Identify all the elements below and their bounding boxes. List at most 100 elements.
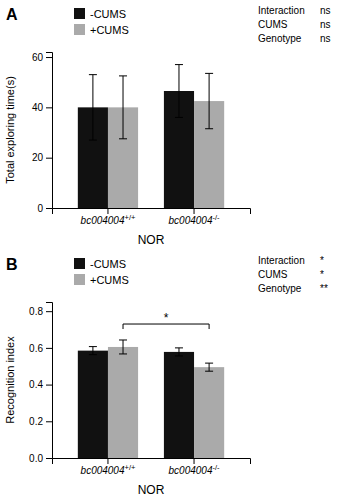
error-bar (205, 73, 213, 128)
x-axis: bc004004+/+bc004004-/- (53, 458, 251, 476)
tick: bc004004-/- (169, 458, 221, 476)
tick-mark (46, 158, 52, 159)
stat-label: CUMS (258, 19, 288, 30)
legend-label: -CUMS (90, 258, 126, 270)
y-axis: 0.0 0.2 0.4 0.6 0.8 (29, 303, 52, 464)
title: A (6, 6, 18, 23)
tick: 0.8 (29, 306, 52, 317)
legend-item: -CUMS (74, 8, 126, 20)
tick-label: 20 (32, 152, 44, 163)
tick-label: bc004004-/- (169, 463, 221, 477)
tick-label: 0.4 (29, 379, 43, 390)
tick-mark (107, 208, 108, 214)
tick-mark (194, 208, 195, 214)
tick-label: 0.8 (29, 306, 43, 317)
axis-line (53, 209, 251, 215)
stat-value: * (320, 255, 324, 266)
tick: 0.6 (29, 343, 52, 354)
tick-label: bc004004-/- (169, 213, 221, 227)
stat-label: CUMS (258, 269, 288, 280)
label-part: bc004004 (81, 465, 125, 476)
label-part: +/+ (125, 463, 136, 472)
stat-value: ** (320, 283, 328, 294)
tick: 40 (32, 102, 52, 113)
bar (164, 352, 194, 458)
tick-mark (107, 458, 108, 464)
stat-label: Genotype (258, 33, 302, 44)
label-part: bc004004 (81, 215, 125, 226)
error-bar (119, 340, 127, 354)
tick-mark (46, 208, 52, 209)
legend-swatch (74, 24, 85, 35)
label-part: +/+ (125, 213, 136, 222)
y-axis: 0204060 (32, 52, 53, 214)
marks (78, 65, 224, 208)
plot-area: 0204060bc004004+/+bc004004-/-Total explo… (4, 52, 251, 247)
tick-label: bc004004+/+ (81, 463, 136, 477)
error-bar (175, 65, 183, 118)
marks (78, 340, 224, 458)
tick-mark (46, 458, 52, 459)
tick-mark (194, 458, 195, 464)
bar (108, 347, 138, 458)
stat-value: ns (320, 33, 331, 44)
x-axis-title: NOR (138, 483, 165, 497)
y-axis-title: Recognition index (4, 336, 16, 424)
legend-item: +CUMS (74, 24, 129, 36)
stat-value: ns (320, 5, 331, 16)
series (78, 347, 194, 458)
x-axis: bc004004+/+bc004004-/- (53, 208, 251, 226)
chart-container: 0204060bc004004+/+bc004004-/-Total explo… (0, 0, 345, 500)
legend-item: +CUMS (74, 274, 129, 286)
stat-label: Interaction (258, 5, 305, 16)
series (108, 340, 224, 458)
tick: 0.0 (29, 453, 52, 464)
panel: 0204060bc004004+/+bc004004-/-Total explo… (4, 5, 331, 247)
error-bar (205, 363, 213, 371)
tick-label: 40 (32, 102, 44, 113)
axis-line (46, 53, 53, 209)
error-bar (89, 75, 97, 140)
tick-mark (46, 107, 52, 108)
tick-mark (46, 311, 52, 312)
y-axis-title: Total exploring time(s) (4, 76, 16, 184)
figure: 0204060bc004004+/+bc004004-/-Total explo… (0, 0, 345, 500)
label-part: -/- (212, 463, 220, 472)
axis-line (46, 303, 53, 459)
legend: -CUMS +CUMS (74, 8, 129, 36)
tick: 20 (32, 152, 52, 163)
tick: bc004004+/+ (81, 208, 136, 226)
stat-value: ns (320, 19, 331, 30)
tick: bc004004-/- (169, 208, 221, 226)
significance-label: * (164, 311, 169, 325)
x-axis-title: NOR (138, 233, 165, 247)
legend-label: -CUMS (90, 8, 126, 20)
tick-label: 0.2 (29, 416, 43, 427)
legend-swatch (74, 258, 85, 269)
error-bar (119, 76, 127, 139)
legend: -CUMS +CUMS (74, 258, 129, 286)
tick-label: 0.0 (29, 453, 43, 464)
stat-value: * (320, 269, 324, 280)
label-part: bc004004 (169, 215, 213, 226)
tick-mark (46, 421, 52, 422)
series (78, 65, 194, 208)
title: B (6, 256, 18, 273)
tick: 0 (37, 203, 52, 214)
legend-swatch (74, 274, 85, 285)
bar (194, 367, 224, 458)
label-part: -/- (212, 213, 220, 222)
legend-item: -CUMS (74, 258, 126, 270)
error-bar (175, 348, 183, 356)
stat-label: Genotype (258, 283, 302, 294)
legend-label: +CUMS (90, 274, 129, 286)
plot-area: 0.00.20.40.60.8bc004004+/+bc004004-/-Rec… (4, 303, 251, 498)
tick-mark (46, 348, 52, 349)
axis-line (53, 459, 251, 465)
bar (78, 351, 108, 458)
tick-label: 0.6 (29, 343, 43, 354)
tick-label: 0 (37, 203, 43, 214)
series (108, 73, 224, 208)
legend-label: +CUMS (90, 24, 129, 36)
tick-label: bc004004+/+ (81, 213, 136, 227)
